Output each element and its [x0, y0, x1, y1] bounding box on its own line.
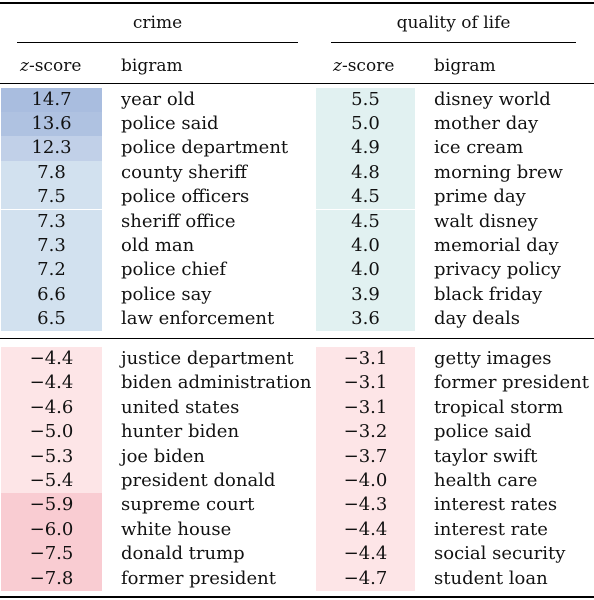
qol-top-bigram-cell: morning brew [434, 161, 563, 183]
qol-top-bigram-cell: privacy policy [434, 259, 561, 281]
crime-top-zscore-cell: 7.2 [1, 258, 102, 283]
qol-top-zscore-cell: 5.0 [316, 111, 415, 137]
qol-bottom-bigram-cell: police said [434, 421, 532, 443]
mid-rule [0, 338, 594, 339]
crime-group-rule [17, 42, 298, 43]
crime-bottom-zscore-cell: −6.0 [1, 517, 102, 543]
crime-bottom-zscore-cell: −5.4 [1, 469, 102, 494]
crime-top-zscore-cell: 12.3 [1, 136, 102, 161]
qol-top-bigram-cell: day deals [434, 308, 521, 330]
qol-top-bigram-cell: black friday [434, 283, 543, 305]
crime-top-zscore-cell: 6.5 [1, 307, 102, 332]
crime-top-bigram-cell: police chief [121, 259, 227, 281]
qol-bottom-zscore-cell: −3.7 [316, 444, 415, 469]
qol-bottom-zscore-cell: −3.1 [316, 395, 415, 421]
qol-bigram-header: bigram [434, 56, 496, 76]
header-rule [0, 83, 594, 84]
crime-bottom-zscore-cell: −5.0 [1, 420, 102, 445]
qol-top-bigram-cell: walt disney [434, 210, 538, 232]
crime-top-bigram-cell: police department [121, 137, 289, 159]
zscore-suffix: -score [28, 56, 82, 76]
crime-top-zscore-cell: 7.5 [1, 185, 102, 210]
crime-bottom-zscore-cell: −4.6 [1, 395, 102, 421]
crime-top-bigram-cell: county sheriff [121, 161, 247, 183]
crime-bottom-bigram-cell: united states [121, 396, 240, 418]
crime-top-bigram-cell: police said [121, 112, 219, 134]
crime-top-zscore-cell: 7.8 [1, 160, 102, 186]
crime-bottom-bigram-cell: biden administration [121, 372, 312, 394]
crime-header: crime [132, 13, 183, 33]
qol-bottom-zscore-cell: −4.4 [316, 542, 415, 567]
qol-bottom-zscore-cell: −4.4 [316, 517, 415, 543]
qol-top-zscore-cell: 4.5 [316, 209, 415, 234]
qol-top-zscore-cell: 4.8 [316, 160, 415, 186]
crime-bottom-zscore-cell: −5.9 [1, 493, 102, 518]
crime-bottom-bigram-cell: former president [121, 567, 276, 589]
qol-bottom-bigram-cell: taylor swift [434, 445, 538, 467]
crime-bottom-bigram-cell: supreme court [121, 494, 255, 516]
crime-bottom-zscore-cell: −4.4 [1, 347, 102, 372]
top-rule [0, 2, 594, 4]
qol-top-zscore-cell: 3.9 [316, 282, 415, 308]
qol-bottom-bigram-cell: getty images [434, 348, 552, 369]
crime-top-zscore-cell: 6.6 [1, 282, 102, 308]
crime-zscore-header: z-score [20, 54, 81, 78]
qol-top-bigram-cell: ice cream [434, 137, 524, 159]
crime-bottom-zscore-cell: −4.4 [1, 371, 102, 396]
qol-bottom-zscore-cell: −4.0 [316, 469, 415, 494]
qol-header: quality of life [396, 13, 511, 33]
qol-top-zscore-cell: 3.6 [316, 307, 415, 332]
qol-bottom-zscore-cell: −3.1 [316, 347, 415, 372]
qol-top-zscore-cell: 4.9 [316, 136, 415, 161]
crime-bottom-bigram-cell: donald trump [121, 543, 245, 565]
qol-top-zscore-cell: 5.5 [316, 87, 415, 112]
qol-bottom-bigram-cell: tropical storm [434, 396, 564, 418]
qol-top-bigram-cell: memorial day [434, 234, 559, 256]
crime-top-zscore-cell: 13.6 [1, 111, 102, 137]
crime-bottom-bigram-cell: hunter biden [121, 421, 240, 443]
crime-top-bigram-cell: old man [121, 234, 195, 256]
qol-top-bigram-cell: mother day [434, 112, 539, 134]
crime-top-bigram-cell: law enforcement [121, 308, 275, 330]
qol-zscore-header: z-score [333, 54, 394, 78]
crime-bottom-bigram-cell: joe biden [121, 445, 205, 467]
qol-bottom-bigram-cell: health care [434, 470, 538, 491]
qol-bottom-zscore-cell: −3.2 [316, 420, 415, 445]
crime-bottom-zscore-cell: −5.3 [1, 444, 102, 469]
crime-top-bigram-cell: year old [121, 88, 195, 110]
crime-top-bigram-cell: sheriff office [121, 210, 236, 232]
z-symbol: z [333, 56, 342, 76]
crime-top-zscore-cell: 7.3 [1, 233, 102, 259]
qol-bottom-bigram-cell: social security [434, 543, 566, 565]
qol-bottom-bigram-cell: former president [434, 372, 589, 394]
crime-bottom-zscore-cell: −7.5 [1, 542, 102, 567]
qol-bottom-zscore-cell: −3.1 [316, 371, 415, 396]
zscore-suffix: -score [341, 56, 395, 76]
qol-bottom-bigram-cell: interest rate [434, 518, 548, 540]
bottom-rule [0, 596, 594, 598]
crime-top-bigram-cell: police say [121, 283, 212, 305]
crime-bottom-bigram-cell: president donald [121, 470, 276, 491]
qol-top-zscore-cell: 4.0 [316, 233, 415, 259]
qol-bottom-zscore-cell: −4.3 [316, 493, 415, 518]
crime-top-zscore-cell: 14.7 [1, 87, 102, 112]
crime-top-bigram-cell: police officers [121, 186, 250, 208]
crime-bottom-bigram-cell: justice department [121, 348, 294, 369]
qol-top-zscore-cell: 4.0 [316, 258, 415, 283]
crime-bottom-bigram-cell: white house [121, 518, 232, 540]
qol-top-bigram-cell: prime day [434, 186, 526, 208]
qol-bottom-bigram-cell: student loan [434, 567, 548, 589]
qol-bottom-zscore-cell: −4.7 [316, 566, 415, 591]
qol-group-rule [331, 42, 576, 43]
z-symbol: z [20, 56, 29, 76]
qol-bottom-bigram-cell: interest rates [434, 494, 558, 516]
crime-top-zscore-cell: 7.3 [1, 209, 102, 234]
crime-bottom-zscore-cell: −7.8 [1, 566, 102, 591]
crime-bigram-header: bigram [121, 56, 183, 76]
qol-top-bigram-cell: disney world [434, 88, 551, 110]
qol-top-zscore-cell: 4.5 [316, 185, 415, 210]
